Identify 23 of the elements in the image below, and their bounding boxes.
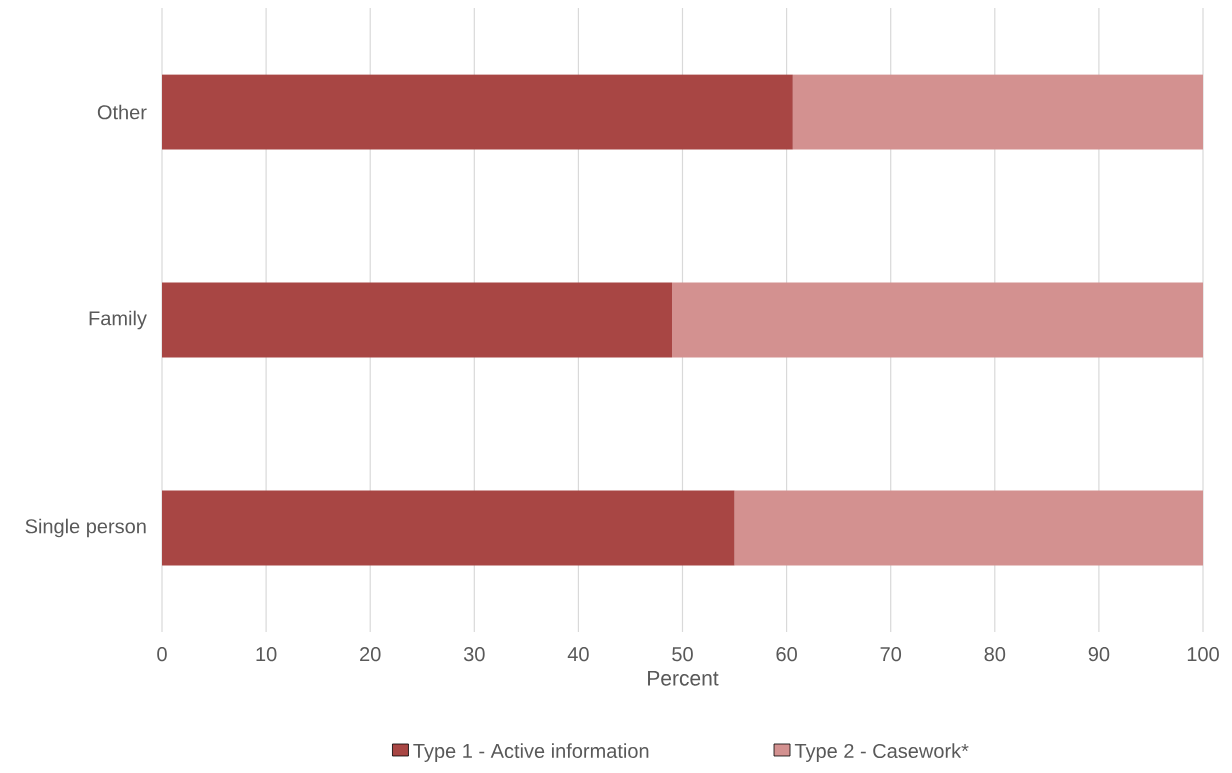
legend-label: Type 1 - Active information [413,743,649,762]
x-tick-label: 0 [157,647,167,662]
legend-label: Type 2 - Casework* [794,743,969,762]
bar [162,282,673,358]
x-tick-label: 50 [672,647,693,662]
bar [672,282,1203,358]
bar [734,490,1203,566]
bar [162,490,735,566]
x-tick-label: 60 [776,647,797,662]
x-tick-label: 30 [463,647,485,662]
x-tick-label: 20 [360,647,381,662]
x-tick-label: 80 [984,647,1006,662]
x-tick-label: 70 [880,647,902,662]
x-tick-label: 40 [567,647,589,662]
x-axis-title: Percent [648,670,719,686]
y-tick-label: Single person [25,518,146,538]
x-tick-label: 90 [1088,647,1110,662]
y-tick-label: Other [97,104,147,120]
bar [162,74,793,150]
x-tick-label: 100 [1187,647,1219,662]
y-tick-label: Family [89,310,147,330]
x-tick-label: 10 [256,647,277,662]
bar [792,74,1203,150]
